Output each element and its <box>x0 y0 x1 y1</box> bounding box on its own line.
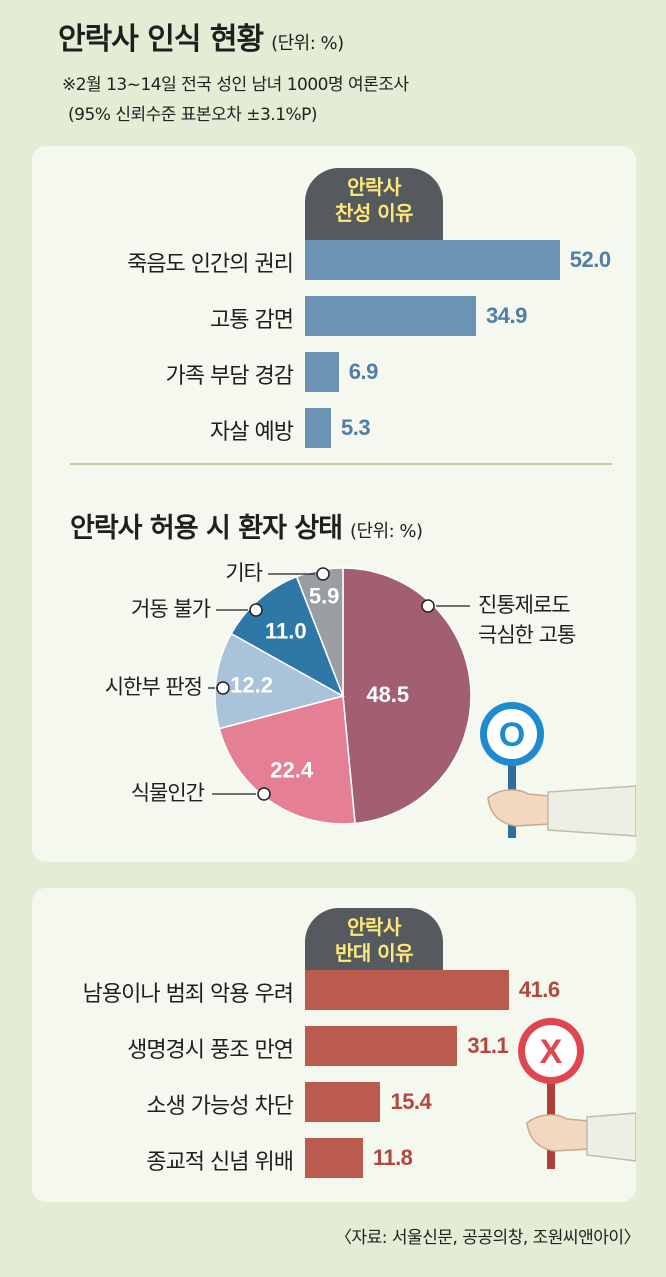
survey-note: ※2월 13~14일 전국 성인 남녀 1000명 여론조사 <box>62 75 409 95</box>
bar <box>305 352 339 392</box>
pro-reasons-badge: 안락사 찬성 이유 <box>305 168 443 240</box>
bar-value-label: 5.3 <box>340 415 371 440</box>
pie-leader-dot <box>257 787 271 801</box>
pie-category-label: 식물인간 <box>131 781 205 805</box>
o-sign-sleeve <box>547 785 636 837</box>
pie-title-text: 안락사 허용 시 환자 상태 <box>70 513 343 544</box>
pie-slice <box>342 567 472 825</box>
o-sign-illustration: O <box>480 702 636 838</box>
bar-value-label: 52.0 <box>569 247 611 272</box>
x-sign-sleeve <box>586 1112 636 1162</box>
bar <box>305 1138 363 1178</box>
pie-value-label: 11.0 <box>265 618 307 643</box>
pie-category-label: 기타 <box>225 561 262 585</box>
pie-leader-dot <box>421 599 435 613</box>
pie-unit: (단위: %) <box>350 521 423 542</box>
pie-leader-dot <box>249 603 263 617</box>
pro-badge-line2: 찬성 이유 <box>334 201 414 225</box>
pie-value-label: 5.9 <box>309 583 340 608</box>
margin-note: (95% 신뢰수준 표본오차 ±3.1%P) <box>68 105 318 125</box>
page-title: 안락사 인식 현황 (단위: %) <box>58 14 344 58</box>
page-title-text: 안락사 인식 현황 <box>58 22 264 57</box>
bar-value-label: 41.6 <box>518 977 560 1002</box>
o-sign-hand <box>487 789 551 827</box>
bar-category-label: 가족 부담 경감 <box>165 364 294 389</box>
bar-category-label: 생명경시 풍조 만연 <box>127 1038 294 1063</box>
pie-leader-dot <box>316 567 330 581</box>
bar <box>305 1026 458 1066</box>
pie-value-label: 12.2 <box>230 672 273 697</box>
bar-value-label: 6.9 <box>348 359 379 384</box>
x-sign-letter: X <box>540 1033 563 1071</box>
pie-slice <box>214 632 345 730</box>
pro-badge-line1: 안락사 <box>347 175 401 199</box>
bar-value-label: 34.9 <box>486 303 527 328</box>
bar-category-label: 고통 감면 <box>210 308 294 333</box>
bar-value-label: 15.4 <box>390 1089 432 1114</box>
con-badge-line2: 반대 이유 <box>334 941 414 965</box>
bar <box>305 970 509 1010</box>
source-note: 〈자료: 서울신문, 공공의창, 조원씨앤아이〉 <box>335 1228 641 1248</box>
bar-value-label: 11.8 <box>372 1145 413 1170</box>
pie-slice <box>218 695 356 825</box>
bar-category-label: 자살 예방 <box>210 420 294 445</box>
bar-category-label: 남용이나 범죄 악용 우려 <box>82 982 294 1007</box>
bar-category-label: 죽음도 인간의 권리 <box>127 252 294 277</box>
o-sign-inner <box>487 709 537 759</box>
pie-leader-dot <box>216 681 230 695</box>
pie-category-label: 시한부 판정 <box>105 675 202 699</box>
bar <box>305 1082 381 1122</box>
bar-category-label: 종교적 신념 위배 <box>146 1150 294 1175</box>
title-unit: (단위: %) <box>271 33 344 54</box>
pie-value-label: 22.4 <box>270 757 314 782</box>
con-badge-line1: 안락사 <box>347 915 401 939</box>
pie-category-label: 진통제로도 <box>478 593 570 617</box>
pie-value-label: 48.5 <box>366 682 409 707</box>
pie-category-label: 극심한 고통 <box>478 623 576 647</box>
bar <box>305 240 560 280</box>
bar-value-label: 31.1 <box>467 1033 509 1058</box>
bar-category-label: 소생 가능성 차단 <box>146 1094 294 1119</box>
o-sign-letter: O <box>499 716 525 754</box>
bar <box>305 408 331 448</box>
con-reasons-badge: 안락사 반대 이유 <box>305 908 443 976</box>
pie-title: 안락사 허용 시 환자 상태 (단위: %) <box>70 506 423 545</box>
x-sign-hand <box>526 1114 590 1152</box>
bar <box>305 296 476 336</box>
x-sign-inner <box>525 1025 577 1077</box>
x-sign-illustration: X <box>518 1018 636 1169</box>
pie-category-label: 거동 불가 <box>131 597 211 621</box>
section-divider <box>70 463 612 465</box>
